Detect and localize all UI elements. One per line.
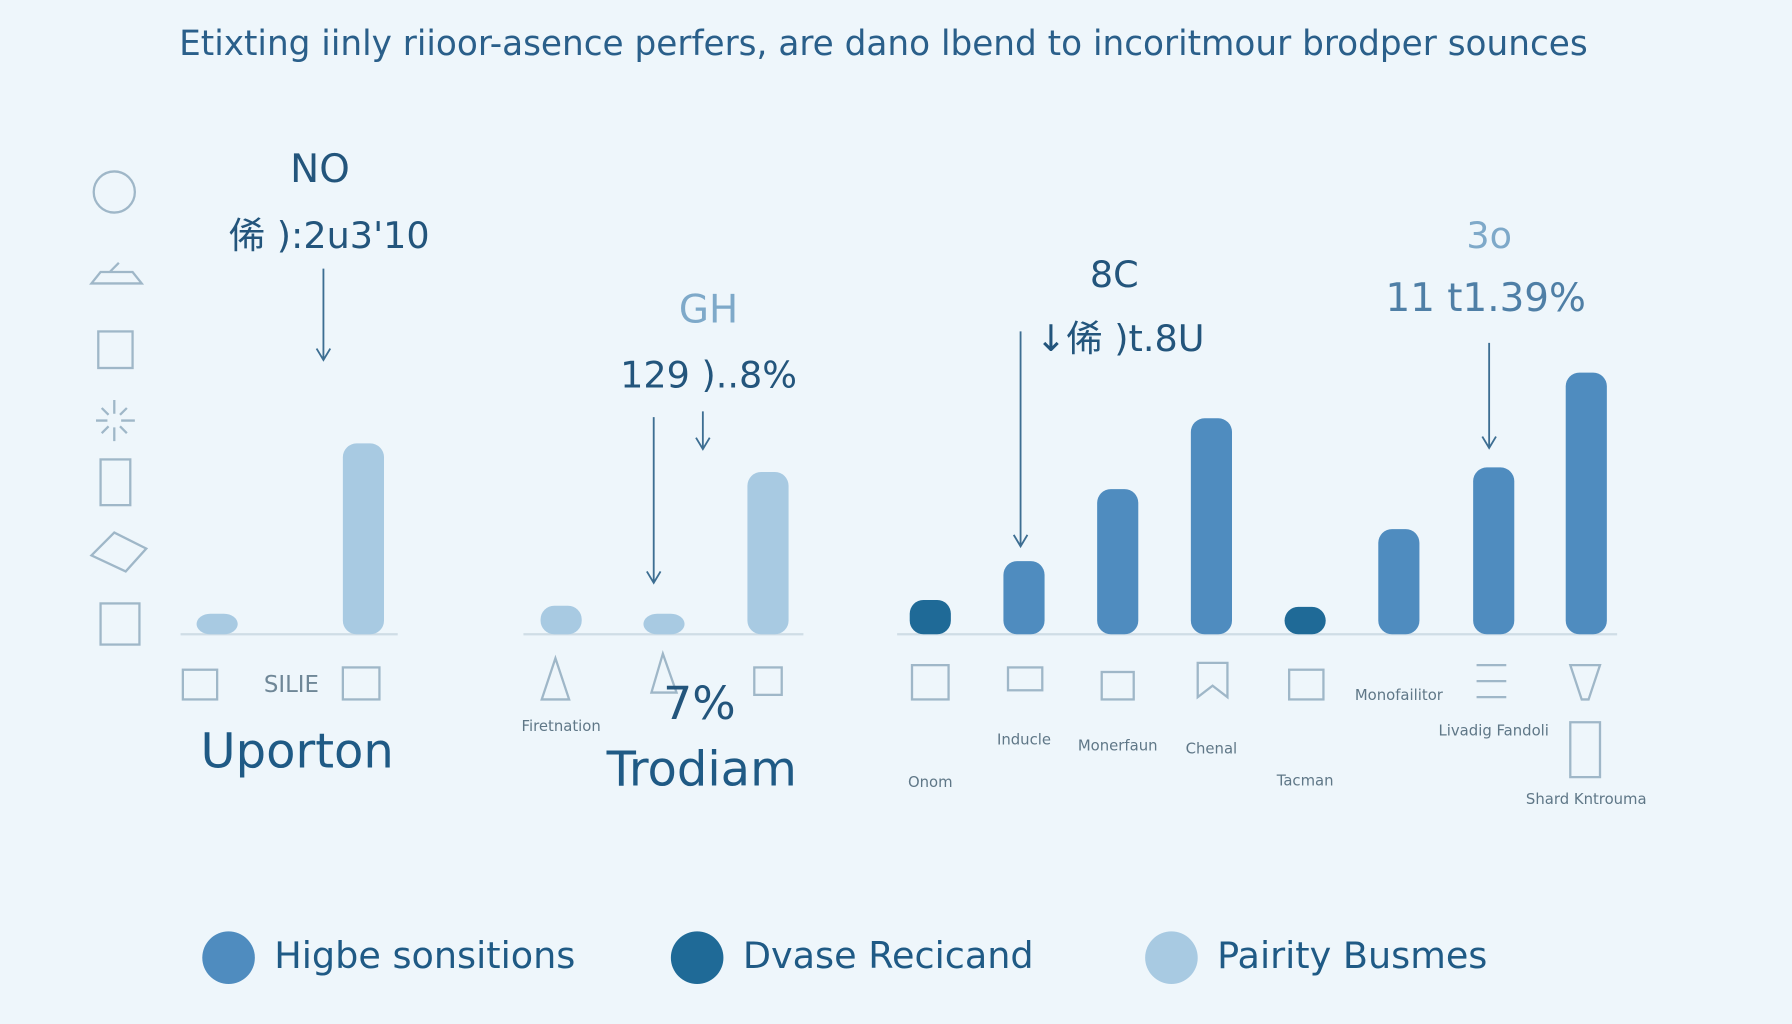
legend-label: Higbe sonsitions xyxy=(274,934,575,977)
bar xyxy=(909,600,951,635)
x-tick-label: Tacman xyxy=(1276,772,1334,790)
annotation: 俙 ):2u3'10 xyxy=(229,214,430,257)
x-tick-label: Monerfaun xyxy=(1078,736,1158,754)
legend-label: Dvase Recicand xyxy=(743,934,1034,977)
annotation: 3o xyxy=(1466,214,1512,257)
x-tick-label: Inducle xyxy=(997,731,1051,749)
bar xyxy=(540,605,582,635)
annotation: GH xyxy=(679,287,738,332)
bar xyxy=(1190,418,1232,635)
arrow xyxy=(1481,342,1497,450)
group-label: Trodiam xyxy=(606,742,797,798)
legend-swatch xyxy=(202,931,255,984)
x-tick-label: Chenal xyxy=(1186,740,1238,758)
side-icons xyxy=(89,170,149,646)
bar xyxy=(1473,467,1515,635)
bar xyxy=(1565,372,1607,635)
legend-label: Pairity Busmes xyxy=(1217,934,1487,977)
bar xyxy=(747,472,789,635)
legend-swatch xyxy=(1145,931,1198,984)
bar xyxy=(342,443,384,635)
group-label: Uporton xyxy=(200,723,393,779)
annotation: 7% xyxy=(663,677,736,730)
legend-swatch xyxy=(670,931,724,984)
annotation: 11 t1.39% xyxy=(1386,276,1586,321)
x-tick-label: Livadig Fandoli xyxy=(1439,721,1549,739)
annotation: NO xyxy=(290,147,350,192)
arrow xyxy=(1012,331,1029,549)
bar xyxy=(196,613,238,635)
chart-title: Etixting iinly riioor-asence perfers, ar… xyxy=(179,24,1588,64)
bar xyxy=(643,613,685,635)
x-tick-label: Shard Kntrouma xyxy=(1526,790,1647,808)
arrow xyxy=(646,417,662,585)
arrow xyxy=(695,411,711,451)
x-tick-label: Monofailitor xyxy=(1355,686,1444,704)
bar xyxy=(1284,606,1326,635)
x-tick-label: Onom xyxy=(908,773,953,791)
bar xyxy=(1097,489,1139,635)
annotation: 8C xyxy=(1090,253,1139,296)
annotation: 129 )..8% xyxy=(620,354,797,397)
bar xyxy=(1003,561,1045,635)
x-tick-label: Firetnation xyxy=(522,717,601,735)
annotation: SILIE xyxy=(264,672,319,698)
bar xyxy=(1378,529,1420,635)
annotation: ↓俙 )t.8U xyxy=(1035,317,1204,360)
category-icons xyxy=(181,650,1602,779)
arrow xyxy=(315,268,332,362)
